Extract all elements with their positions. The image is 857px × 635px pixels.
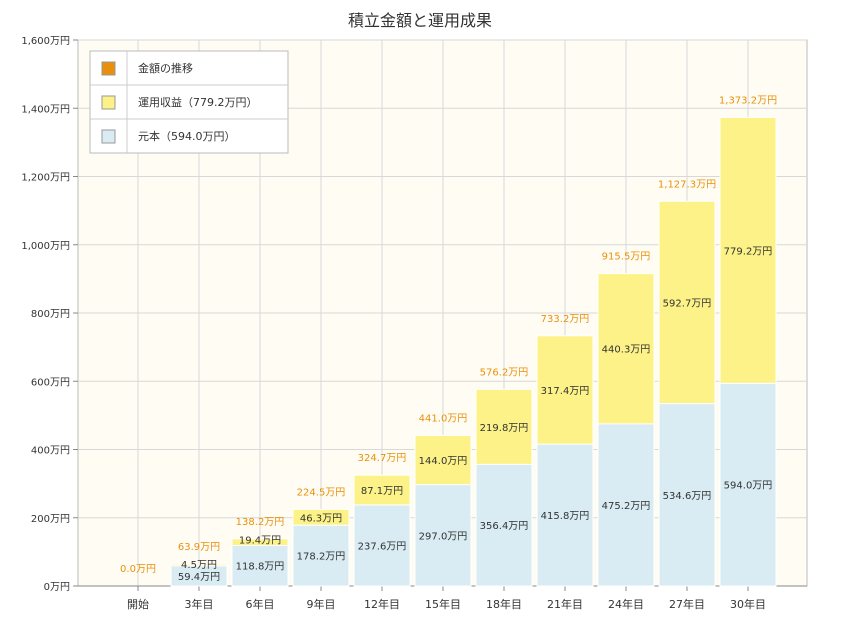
label-principal: 59.4万円	[178, 572, 220, 583]
label-profit: 779.2万円	[724, 246, 773, 257]
legend-swatch-profit	[101, 95, 116, 110]
legend: 金額の推移 運用収益（779.2万円） 元本（594.0万円）	[89, 50, 289, 154]
label-principal: 594.0万円	[724, 481, 773, 492]
y-tick-label: 1,400万円	[21, 104, 70, 115]
label-principal: 118.8万円	[236, 562, 285, 573]
bar-profit	[536, 335, 594, 445]
bar-profit	[292, 508, 350, 526]
label-principal: 415.8万円	[541, 511, 590, 522]
legend-label-line: 金額の推移	[138, 61, 193, 75]
x-tick-label: 12年目	[364, 597, 400, 611]
bar-profit	[353, 474, 411, 506]
label-principal: 178.2万円	[297, 552, 346, 563]
label-total: 0.0万円	[120, 564, 156, 575]
bar-principal	[292, 524, 350, 587]
label-profit: 144.0万円	[419, 456, 468, 467]
legend-label-profit: 運用収益（779.2万円）	[138, 95, 258, 109]
y-axis: 0万円 200万円 400万円 600万円 800万円 1,000万円 1,200万円 1,4…	[21, 36, 78, 593]
x-tick-label: 24年目	[608, 597, 644, 611]
x-tick-label: 27年目	[669, 597, 705, 611]
x-axis: 開始 3年目 6年目 9年目 12年目 15年目 18年目 21年目 24年目 27年目 30年目	[78, 585, 807, 611]
bar-principal	[231, 544, 289, 587]
bar-principal	[414, 484, 472, 587]
label-profit: 317.4万円	[541, 386, 590, 397]
label-total: 1,373.2万円	[719, 95, 777, 106]
x-tick-label: 9年目	[307, 597, 336, 611]
bar-principal	[353, 504, 411, 587]
label-principal: 297.0万円	[419, 531, 468, 542]
x-tick-label: 21年目	[547, 597, 583, 611]
bar-profit	[231, 538, 289, 546]
label-total: 1,127.3万円	[658, 179, 716, 190]
bars	[170, 116, 777, 587]
chart-title: 積立金額と運用成果	[348, 11, 492, 30]
y-tick-label: 1,200万円	[21, 173, 70, 184]
label-profit: 592.7万円	[663, 298, 712, 309]
y-tick-label: 800万円	[31, 309, 70, 320]
label-total: 576.2万円	[480, 367, 529, 378]
label-total: 441.0万円	[419, 414, 468, 425]
y-tick-label: 0万円	[44, 582, 70, 593]
bar-profit	[414, 435, 472, 486]
legend-box	[89, 50, 289, 154]
label-principal: 534.6万円	[663, 491, 712, 502]
bar-principal	[658, 403, 716, 587]
bar-profit	[658, 200, 716, 405]
bar-profit	[719, 116, 777, 384]
legend-label-principal: 元本（594.0万円）	[138, 129, 236, 143]
label-profit: 4.5万円	[181, 560, 217, 571]
label-principal: 475.2万円	[602, 501, 651, 512]
y-tick-label: 600万円	[31, 377, 70, 388]
x-tick-label: 6年目	[246, 597, 275, 611]
label-total: 733.2万円	[541, 314, 590, 325]
y-tick-label: 1,000万円	[21, 241, 70, 252]
bar-profit	[170, 563, 228, 567]
label-profit: 19.4万円	[239, 535, 281, 546]
label-profit: 219.8万円	[480, 423, 529, 434]
bar-principal	[475, 463, 533, 587]
y-tick-label: 200万円	[31, 514, 70, 525]
label-total: 915.5万円	[602, 252, 651, 263]
bar-profit	[475, 388, 533, 465]
legend-swatch-line	[101, 61, 116, 76]
label-total: 138.2万円	[236, 517, 285, 528]
y-tick-label: 1,600万円	[21, 36, 70, 47]
y-tick-label: 400万円	[31, 446, 70, 457]
label-profit: 46.3万円	[300, 513, 342, 524]
label-total: 224.5万円	[297, 487, 346, 498]
bar-principal	[597, 423, 655, 587]
x-tick-label: 3年目	[185, 597, 214, 611]
label-principal: 356.4万円	[480, 521, 529, 532]
x-tick-label: 15年目	[425, 597, 461, 611]
label-profit: 87.1万円	[361, 486, 403, 497]
legend-swatch-principal	[101, 129, 116, 144]
bar-profit	[597, 273, 655, 425]
label-total: 324.7万円	[358, 453, 407, 464]
x-tick-label: 30年目	[730, 597, 766, 611]
bar-principal	[536, 443, 594, 587]
label-principal: 237.6万円	[358, 541, 407, 552]
x-tick-label: 開始	[127, 597, 149, 611]
x-tick-label: 18年目	[486, 597, 522, 611]
label-profit: 440.3万円	[602, 345, 651, 356]
label-total: 63.9万円	[178, 542, 220, 553]
